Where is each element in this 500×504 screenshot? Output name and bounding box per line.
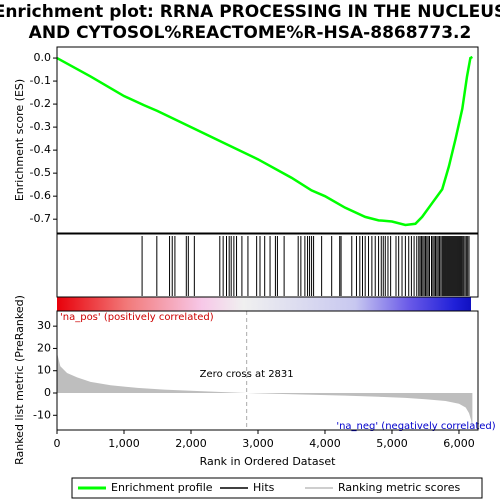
panel-frame [56,310,479,431]
y-tick-label: -0.7 [30,212,51,225]
x-axis-label: Rank in Ordered Dataset [200,455,337,468]
annotation: 'na_neg' (negatively correlated) [336,421,495,432]
y-tick-label: -0.1 [30,74,51,87]
metric-area [57,352,473,429]
legend-label: Ranking metric scores [338,481,460,494]
x-tick-label: 2,000 [175,437,207,450]
x-tick-label: 3,000 [242,437,274,450]
y-tick-label: -10 [33,408,51,421]
y-tick-label: 30 [37,319,51,332]
annotation: Zero cross at 2831 [200,369,294,380]
legend [71,477,483,499]
x-tick-label: 5,000 [376,437,408,450]
y-tick-label: -0.2 [30,97,51,110]
y-tick-label: -0.5 [30,166,51,179]
y-axis-label: Ranked list metric (PreRanked) [13,295,26,465]
x-tick-label: 6,000 [443,437,475,450]
y-tick-label: 0 [44,386,51,399]
y-tick-label: -0.6 [30,189,51,202]
enrichment-line [56,55,473,227]
x-tick-label: 4,000 [309,437,341,450]
color-bar [57,297,471,311]
y-axis-label: Enrichment score (ES) [13,79,26,201]
y-tick-label: 10 [37,364,51,377]
legend-label: Enrichment profile [111,481,213,494]
y-tick-label: 0.0 [34,51,52,64]
panel-frame [56,233,479,298]
y-tick-label: 20 [37,341,51,354]
x-tick-label: 0 [54,437,61,450]
panel-frame [56,46,479,234]
chart-title: AND CYTOSOL%REACTOME%R-HSA-8868773.2 [29,23,472,43]
y-tick-label: -0.4 [30,143,51,156]
y-tick-label: -0.3 [30,120,51,133]
annotation: 'na_pos' (positively correlated) [60,312,214,323]
chart-title: Enrichment plot: RRNA PROCESSING IN THE … [0,2,500,22]
legend-label: Hits [253,481,275,494]
x-tick-label: 1,000 [108,437,140,450]
